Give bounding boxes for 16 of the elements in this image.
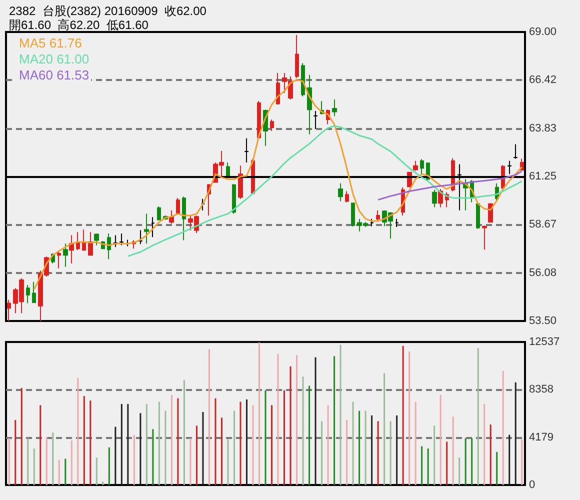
y-tick-label: 61.25: [529, 170, 557, 182]
y-tick-label: 66.42: [529, 74, 557, 86]
y-tick-label: 63.83: [529, 122, 557, 134]
chart-subtitle: 開61.60 高62.20 低61.60: [9, 18, 149, 32]
text: MA5 61.76: [19, 36, 82, 50]
y-tick-label: 12537: [529, 336, 560, 348]
y-tick-label: 4179: [529, 431, 554, 444]
y-tick-label: 56.08: [529, 266, 557, 279]
y-tick-label: 58.67: [529, 218, 557, 231]
chart-title: 2382 台股(2382) 20160909 收62.00: [9, 4, 207, 18]
y-tick-label: 53.50: [529, 315, 557, 327]
text: MA60 61.53: [19, 68, 90, 82]
y-tick-label: 0: [529, 479, 536, 491]
y-tick-label: 69.00: [529, 26, 557, 38]
text: MA20 61.00: [19, 52, 90, 66]
y-tick-label: 8358: [529, 384, 554, 396]
